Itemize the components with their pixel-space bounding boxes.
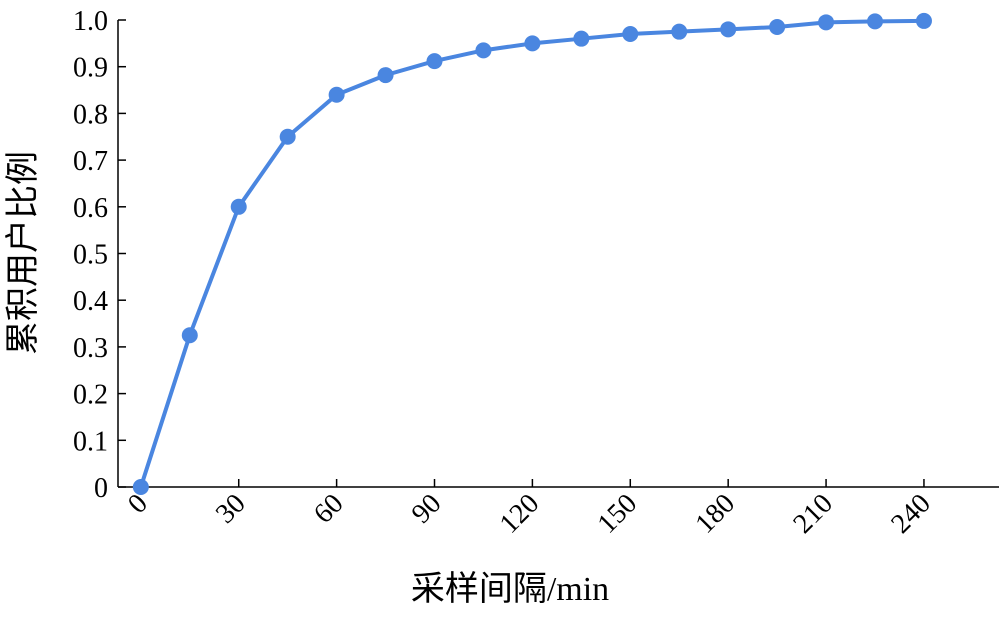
- x-tick-label: 180: [690, 488, 742, 540]
- y-tick-label: 0.7: [73, 146, 108, 177]
- y-tick-label: 0.6: [73, 193, 108, 224]
- x-tick-label: 210: [787, 488, 839, 540]
- data-point: [671, 23, 688, 40]
- x-tick-label: 60: [308, 488, 350, 530]
- data-line: [138, 18, 924, 488]
- data-point: [524, 35, 541, 52]
- y-tick-label: 0.5: [73, 240, 108, 271]
- x-tick-label: 90: [406, 488, 448, 530]
- y-tick-label: 0.3: [73, 333, 108, 364]
- data-point: [818, 14, 835, 31]
- data-point: [181, 327, 198, 344]
- data-point: [622, 26, 639, 43]
- data-point: [573, 30, 590, 47]
- x-tick-label: 240: [885, 488, 937, 540]
- y-tick-label: 0.1: [73, 426, 108, 457]
- y-tick-label: 1.0: [73, 6, 108, 37]
- data-point: [867, 13, 884, 30]
- x-tick-label: 120: [494, 488, 546, 540]
- data-point: [426, 53, 443, 70]
- data-point: [377, 67, 394, 84]
- data-point: [279, 128, 296, 145]
- x-axis-label: 采样间隔/min: [411, 570, 609, 608]
- y-tick-label: 0: [94, 473, 108, 504]
- data-point: [915, 12, 932, 29]
- data-point: [328, 86, 345, 103]
- data-point: [132, 479, 149, 495]
- data-point: [720, 21, 737, 38]
- data-point: [475, 42, 492, 59]
- x-tick-label: 30: [210, 488, 252, 530]
- y-tick-label: 0.4: [73, 286, 108, 317]
- data-point: [769, 19, 786, 36]
- y-axis-label: 累积用户比例: [4, 151, 42, 355]
- y-tick-label: 0.2: [73, 380, 108, 411]
- x-tick-label: 150: [592, 488, 644, 540]
- y-tick-label: 0.8: [73, 99, 108, 130]
- data-point: [230, 198, 247, 215]
- y-tick-label: 0.9: [73, 53, 108, 84]
